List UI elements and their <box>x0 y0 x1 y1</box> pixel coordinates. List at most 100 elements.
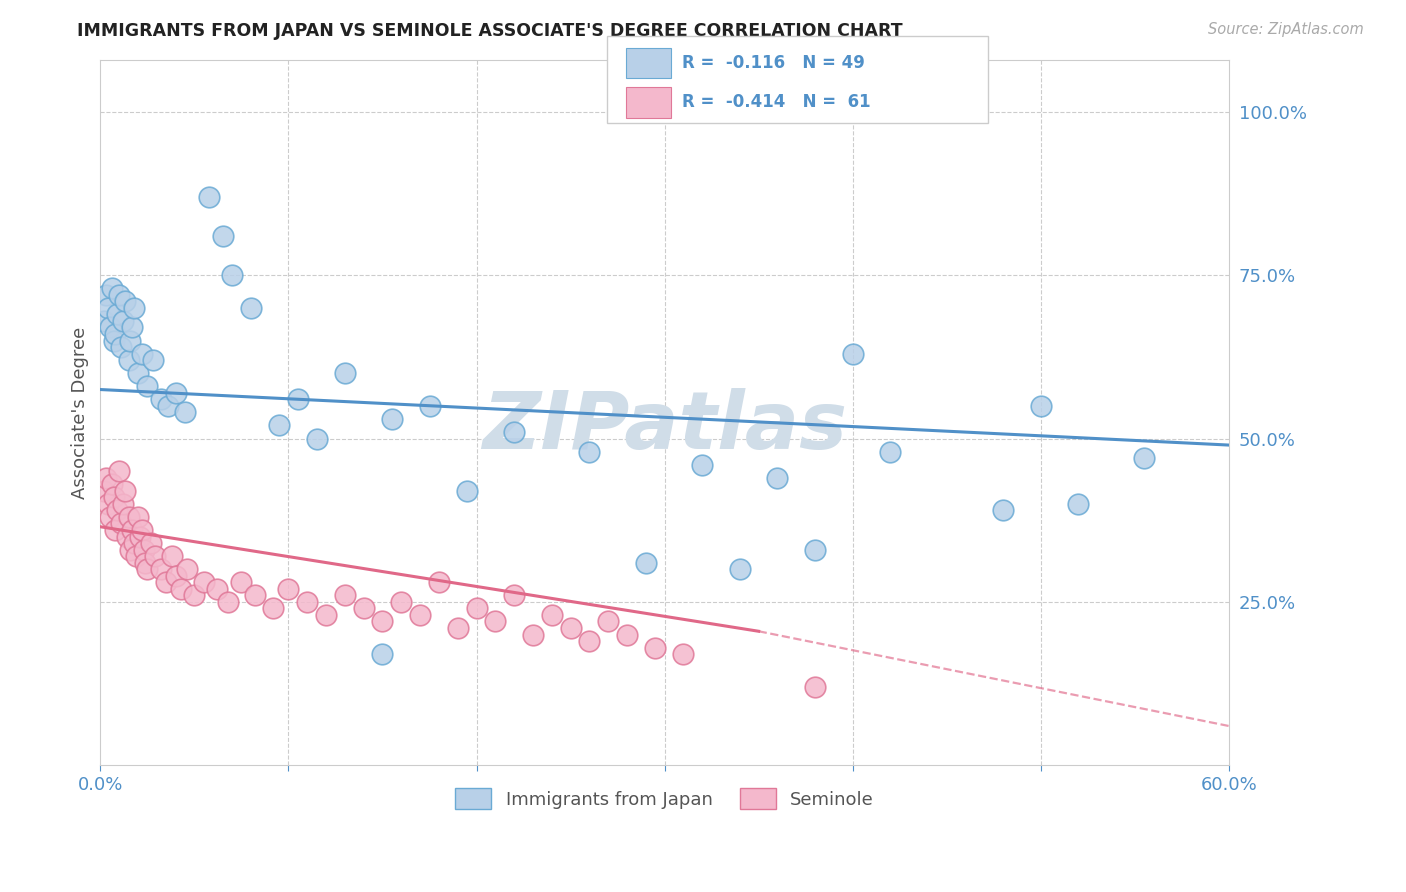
Point <box>993 503 1015 517</box>
Point <box>540 607 562 622</box>
Point <box>305 432 328 446</box>
Point <box>239 301 262 315</box>
Point <box>134 556 156 570</box>
Legend: Immigrants from Japan, Seminole: Immigrants from Japan, Seminole <box>449 780 882 816</box>
Point <box>121 320 143 334</box>
Point <box>149 392 172 407</box>
Point <box>353 601 375 615</box>
Point <box>176 562 198 576</box>
Point <box>157 399 180 413</box>
Point <box>117 353 139 368</box>
Point <box>98 320 121 334</box>
Point <box>503 425 526 439</box>
Point <box>183 588 205 602</box>
Point <box>297 595 319 609</box>
Point <box>103 491 125 505</box>
Text: R =  -0.116   N = 49: R = -0.116 N = 49 <box>682 54 865 72</box>
Point <box>766 471 789 485</box>
Point <box>243 588 266 602</box>
Point <box>105 503 128 517</box>
Point <box>333 588 356 602</box>
Text: IMMIGRANTS FROM JAPAN VS SEMINOLE ASSOCIATE'S DEGREE CORRELATION CHART: IMMIGRANTS FROM JAPAN VS SEMINOLE ASSOCI… <box>77 22 903 40</box>
Point <box>465 601 488 615</box>
Point <box>120 542 142 557</box>
Point <box>97 301 120 315</box>
Point <box>139 536 162 550</box>
Point <box>804 680 827 694</box>
Point <box>111 314 134 328</box>
Point <box>231 575 253 590</box>
Point <box>165 568 187 582</box>
Point <box>644 640 666 655</box>
Point <box>503 588 526 602</box>
Text: Source: ZipAtlas.com: Source: ZipAtlas.com <box>1208 22 1364 37</box>
Point <box>120 334 142 348</box>
Point <box>409 607 432 622</box>
Point <box>221 268 243 283</box>
Point <box>93 483 115 498</box>
Point <box>132 542 155 557</box>
Point <box>122 301 145 315</box>
Point <box>155 575 177 590</box>
Point <box>115 529 138 543</box>
Point <box>105 307 128 321</box>
Point <box>211 229 233 244</box>
Point <box>879 444 901 458</box>
Point <box>142 353 165 368</box>
Point <box>104 523 127 537</box>
Point <box>728 562 751 576</box>
Point <box>287 392 309 407</box>
Point <box>131 346 153 360</box>
Point <box>315 607 337 622</box>
Point <box>672 647 695 661</box>
Point <box>111 497 134 511</box>
Point <box>522 627 544 641</box>
Point <box>143 549 166 563</box>
Point <box>98 510 121 524</box>
Point <box>1067 497 1090 511</box>
Point <box>121 523 143 537</box>
Point <box>110 516 132 531</box>
Point <box>125 549 148 563</box>
Point <box>170 582 193 596</box>
Point <box>108 287 131 301</box>
Point <box>381 412 404 426</box>
Point <box>371 615 394 629</box>
Point <box>634 556 657 570</box>
Point <box>117 510 139 524</box>
Point <box>371 647 394 661</box>
Point <box>122 536 145 550</box>
Point <box>1029 399 1052 413</box>
Point <box>447 621 470 635</box>
Point <box>128 529 150 543</box>
Point <box>108 464 131 478</box>
Point <box>841 346 863 360</box>
Point <box>127 366 149 380</box>
Point <box>110 340 132 354</box>
Point <box>427 575 450 590</box>
Point <box>333 366 356 380</box>
Point <box>165 385 187 400</box>
Point <box>267 418 290 433</box>
Point <box>484 615 506 629</box>
Point <box>262 601 284 615</box>
Point <box>97 497 120 511</box>
Point <box>174 405 197 419</box>
Point <box>114 294 136 309</box>
Point <box>94 471 117 485</box>
Point <box>560 621 582 635</box>
Point <box>578 634 600 648</box>
Point <box>100 477 122 491</box>
Text: ZIPatlas: ZIPatlas <box>482 387 848 466</box>
Point <box>94 287 117 301</box>
Point <box>578 444 600 458</box>
Point <box>616 627 638 641</box>
Point <box>149 562 172 576</box>
Point <box>114 483 136 498</box>
Point <box>93 314 115 328</box>
Point <box>217 595 239 609</box>
Point <box>690 458 713 472</box>
Point <box>598 615 620 629</box>
Point <box>198 190 221 204</box>
Point <box>1133 451 1156 466</box>
